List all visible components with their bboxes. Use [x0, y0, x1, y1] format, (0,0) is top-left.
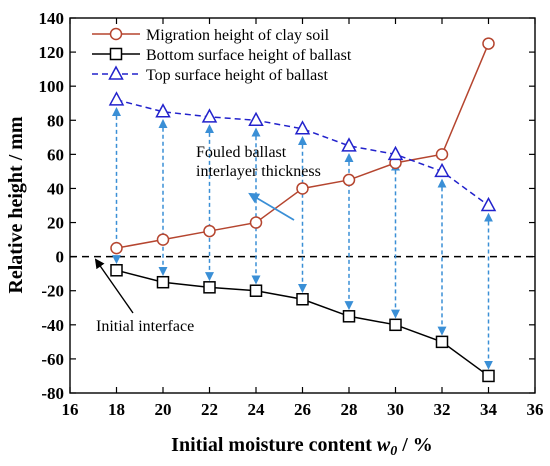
- y-axis-title: Relative height / mm: [5, 116, 27, 294]
- x-tick-label: 32: [434, 400, 451, 419]
- bottom-point: [203, 281, 216, 294]
- top-point: [248, 111, 264, 127]
- fouled-ballast-pointer: [248, 192, 295, 221]
- top-point: [480, 196, 497, 212]
- legend-label-top: Top surface height of ballast: [146, 67, 328, 84]
- top-point: [155, 103, 171, 118]
- clay-point: [482, 37, 495, 50]
- x-tick-label: 18: [108, 400, 125, 419]
- clay-point: [296, 182, 309, 195]
- y-tick-label: 80: [47, 111, 64, 130]
- clay-point: [110, 241, 123, 255]
- axis-ticks: 16 18 20 22 24 26 28 30 32 34 36 -80 -60 -40 -20 0 20 40 6…: [39, 9, 544, 419]
- clay-point: [435, 148, 449, 161]
- y-tick-label: 40: [47, 179, 64, 198]
- x-tick-label: 34: [480, 400, 498, 419]
- initial-interface-pointer: [94, 258, 134, 314]
- fouled-ballast-label-line1: Fouled ballast: [196, 144, 287, 161]
- legend-label-bottom: Bottom surface height of ballast: [146, 47, 352, 64]
- top-point: [294, 120, 311, 135]
- legend-item-bottom: Bottom surface height of ballast: [92, 47, 352, 64]
- x-tick-label: 22: [201, 400, 218, 419]
- top-point: [387, 145, 404, 161]
- y-tick-label: 100: [39, 77, 65, 96]
- bottom-point: [249, 284, 263, 297]
- bottom-point: [435, 335, 449, 349]
- y-tick-label: 120: [39, 43, 65, 62]
- bottom-point: [156, 275, 170, 289]
- fouled-ballast-label-line2: interlayer thickness: [196, 163, 321, 180]
- legend-item-top: Top surface height of ballast: [92, 65, 328, 84]
- top-point: [434, 162, 450, 178]
- x-tick-label: 24: [248, 400, 266, 419]
- bottom-point: [110, 264, 123, 277]
- thickness-arrows: [112, 107, 493, 370]
- bottom-point: [482, 369, 495, 383]
- y-tick-label: -40: [41, 316, 64, 335]
- series-line-2: [116, 99, 489, 207]
- x-tick-label: 16: [62, 400, 79, 419]
- y-tick-label: -60: [41, 350, 64, 369]
- y-tick-label: -80: [41, 384, 64, 403]
- top-point: [341, 137, 357, 152]
- x-tick-label: 28: [341, 400, 358, 419]
- legend-item-clay: Migration height of clay soil: [92, 27, 330, 44]
- bottom-point: [342, 310, 356, 323]
- top-point: [108, 91, 125, 106]
- initial-interface-label: Initial interface: [96, 318, 194, 335]
- bottom-point: [296, 293, 309, 306]
- clay-point: [203, 224, 216, 238]
- x-tick-label: 30: [387, 400, 404, 419]
- y-tick-label: 0: [56, 248, 65, 267]
- bottom-point: [389, 318, 402, 332]
- x-tick-label: 20: [155, 400, 172, 419]
- legend: Migration height of clay soil Bottom sur…: [92, 27, 352, 84]
- y-tick-label: 60: [47, 145, 64, 164]
- legend-label-clay: Migration height of clay soil: [146, 27, 330, 44]
- x-axis-title: Initial moisture content w0 / %: [171, 434, 433, 459]
- y-tick-label: -20: [41, 282, 64, 301]
- top-point: [201, 108, 218, 123]
- x-tick-label: 36: [527, 400, 544, 419]
- clay-point: [249, 216, 263, 229]
- clay-point: [342, 173, 356, 187]
- y-tick-label: 140: [39, 9, 65, 28]
- series-markers: [108, 37, 497, 383]
- x-tick-label: 26: [294, 400, 311, 419]
- clay-point: [156, 233, 170, 246]
- y-tick-label: 20: [47, 214, 64, 233]
